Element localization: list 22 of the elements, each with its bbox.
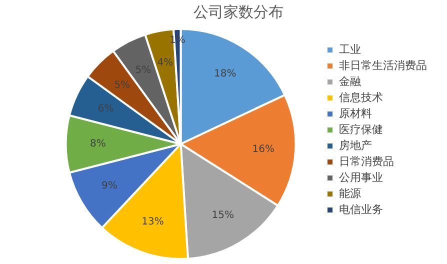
chart-title: 公司家数分布 bbox=[194, 2, 284, 21]
data-label: 15% bbox=[212, 210, 234, 221]
data-label: 16% bbox=[252, 144, 275, 155]
legend-label: 电信业务 bbox=[339, 202, 383, 216]
data-label: 8% bbox=[90, 138, 106, 150]
legend-label: 日常消费品 bbox=[339, 154, 394, 168]
legend-label: 房地产 bbox=[339, 138, 372, 152]
data-label: 6% bbox=[98, 103, 114, 114]
legend-label: 工业 bbox=[339, 42, 361, 56]
legend-label: 非日常生活消费品 bbox=[339, 58, 427, 72]
legend-label: 原材料 bbox=[339, 106, 372, 120]
data-label: 13% bbox=[142, 216, 164, 228]
legend-label: 医疗保健 bbox=[339, 122, 383, 136]
data-label: 4% bbox=[157, 57, 174, 68]
data-label: 5% bbox=[114, 80, 130, 92]
legend-label: 能源 bbox=[339, 186, 361, 200]
legend-label: 金融 bbox=[339, 74, 361, 88]
data-label: 18% bbox=[214, 68, 236, 80]
data-label: 9% bbox=[102, 180, 118, 192]
legend-label: 信息技术 bbox=[339, 90, 383, 104]
data-label: 1% bbox=[170, 35, 186, 46]
legend-label: 公用事业 bbox=[339, 170, 383, 184]
